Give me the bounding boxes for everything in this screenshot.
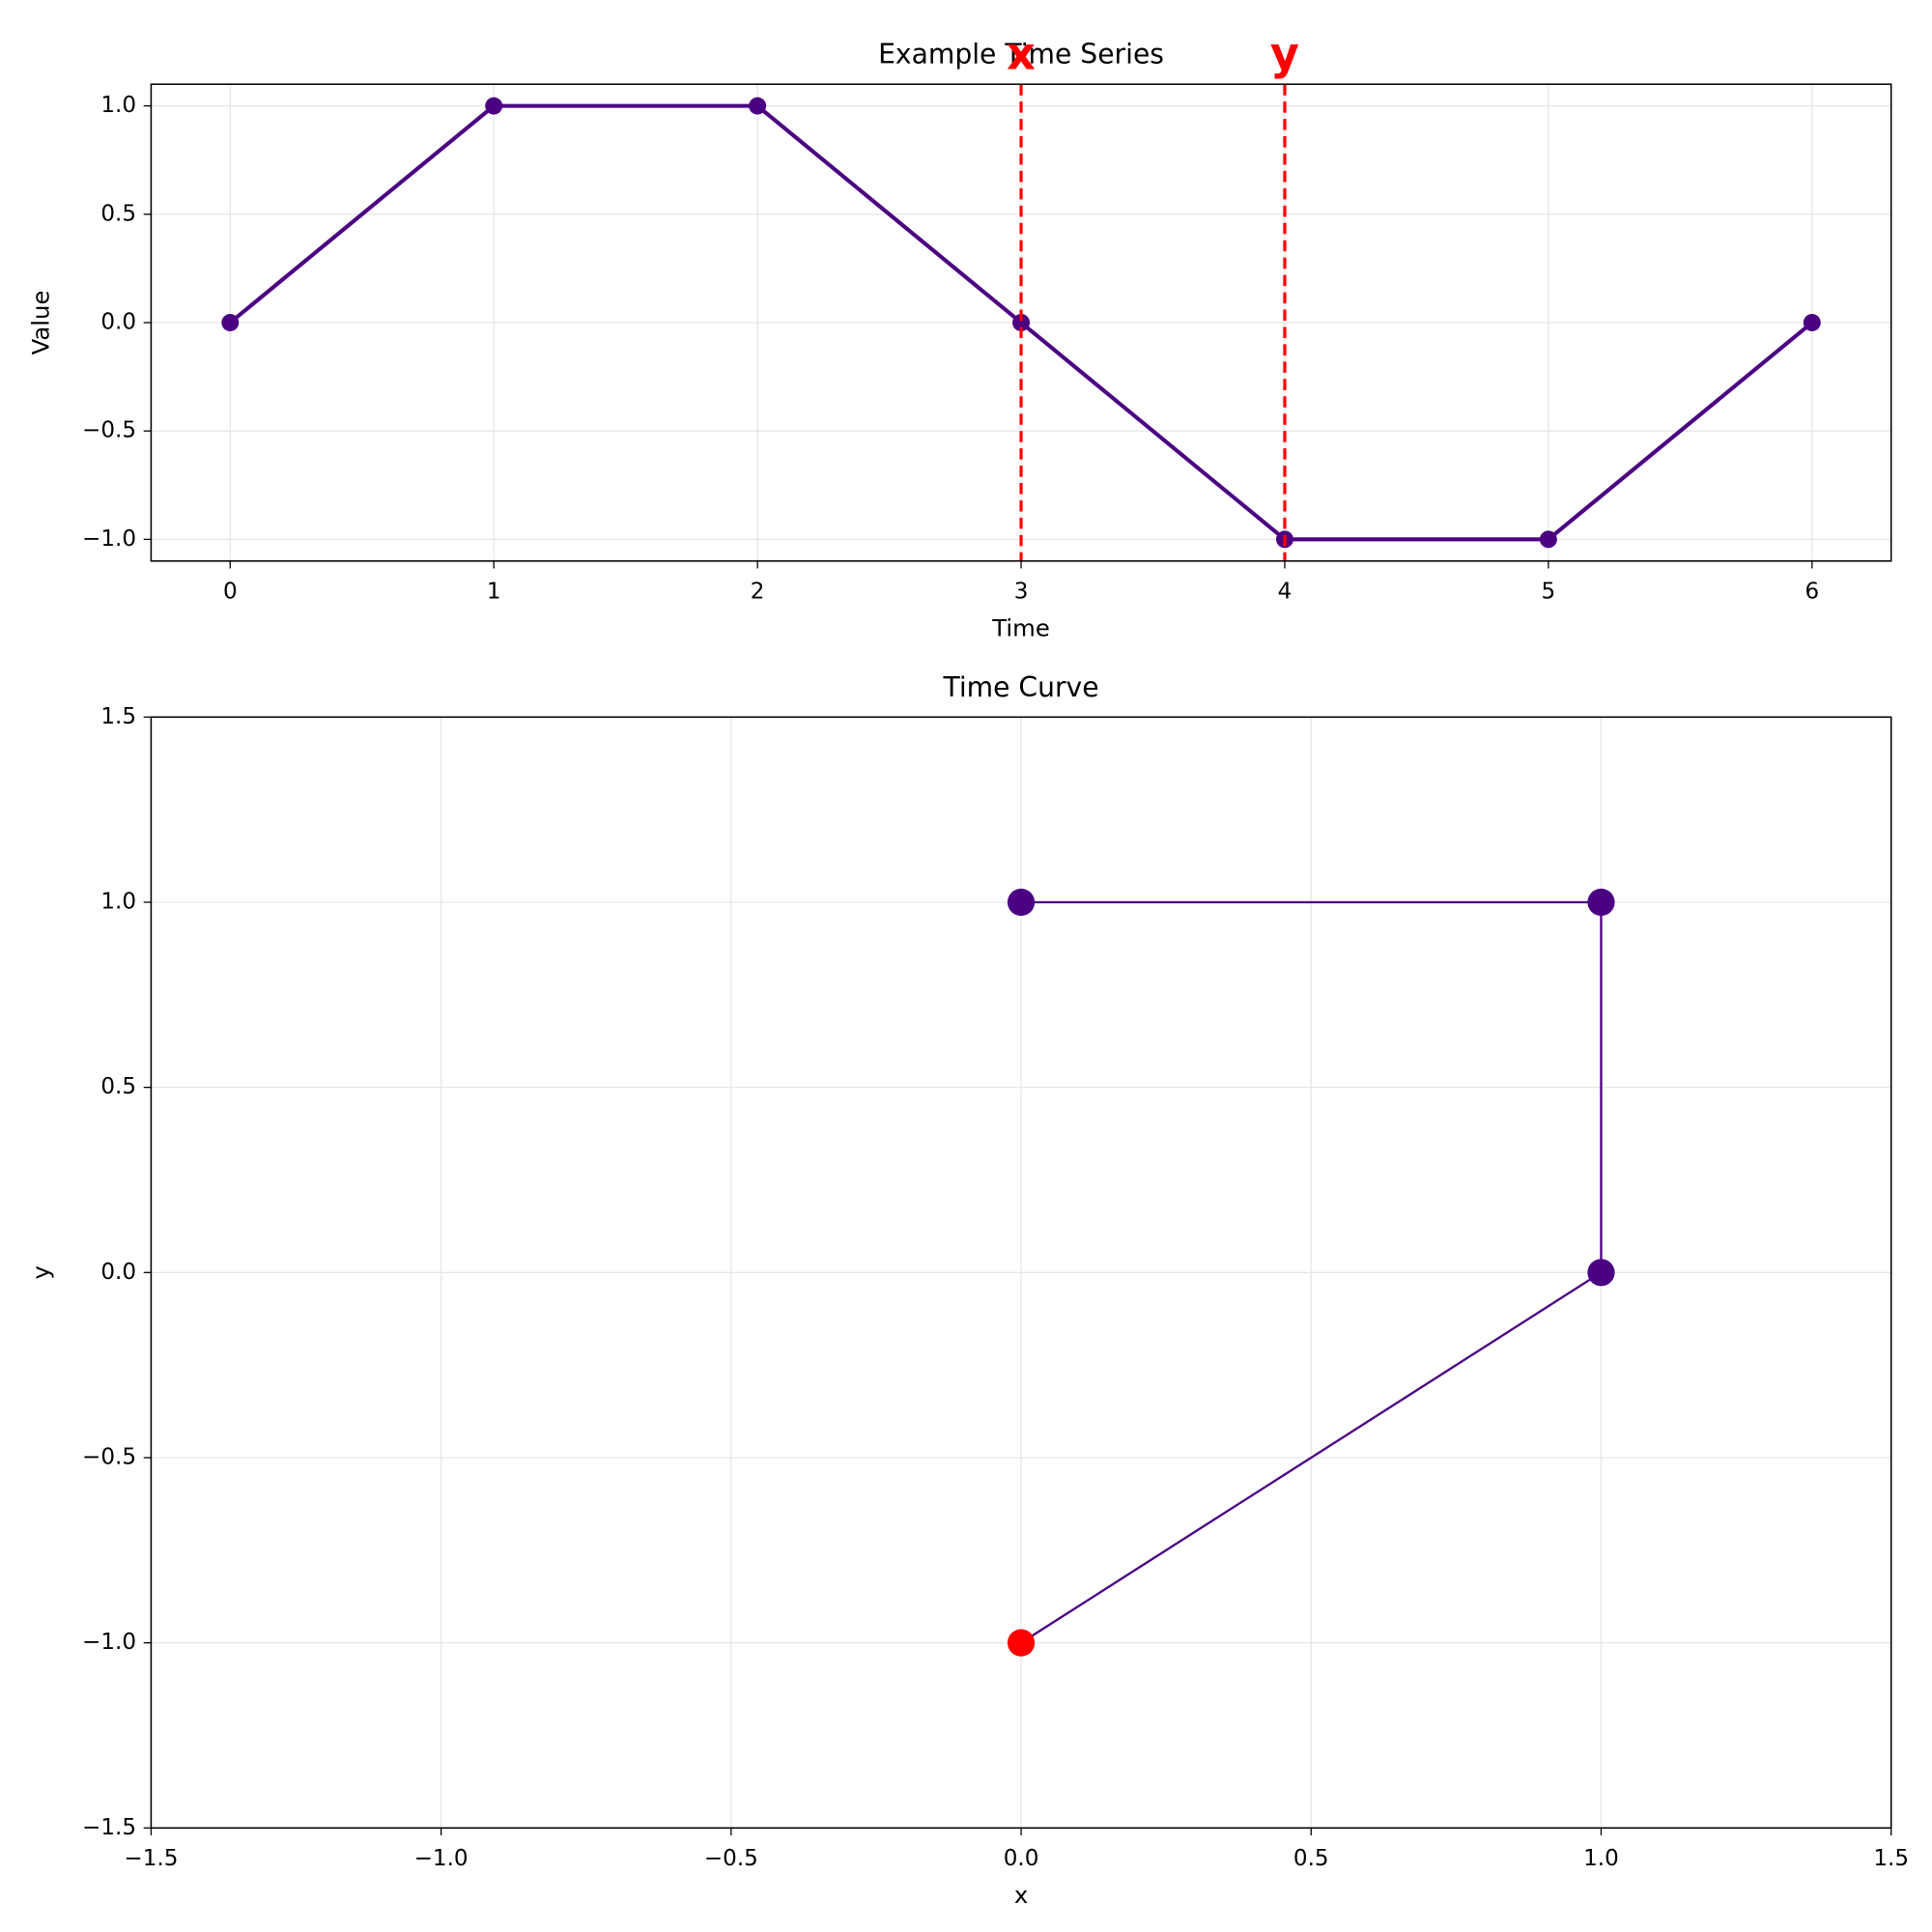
x-tick-label: 6 <box>1804 579 1819 604</box>
y-tick-label: 1.0 <box>100 889 136 914</box>
y-tick-label: −1.0 <box>82 526 136 552</box>
x-axis-label: Time <box>991 613 1050 641</box>
x-tick-label: 3 <box>1014 579 1029 604</box>
point <box>1007 1629 1036 1657</box>
chart-title: Example Time Series <box>878 39 1164 71</box>
point <box>1539 530 1557 549</box>
x-tick-label: 1.5 <box>1873 1846 1909 1871</box>
y-tick-label: −1.5 <box>82 1815 136 1840</box>
point <box>485 97 503 115</box>
x-tick-label: 0 <box>223 579 238 604</box>
x-tick-label: −1.0 <box>414 1846 469 1871</box>
point <box>1012 314 1031 331</box>
y-tick-label: −1.0 <box>82 1630 136 1655</box>
x-tick-label: −0.5 <box>704 1846 758 1871</box>
y-tick-label: 0.0 <box>100 309 136 334</box>
x-tick-label: 1 <box>487 579 501 604</box>
y-tick-label: 1.0 <box>100 93 136 118</box>
point <box>221 314 240 331</box>
y-tick-label: 0.5 <box>100 1074 136 1099</box>
y-tick-label: 0.5 <box>100 201 136 226</box>
point <box>1007 888 1036 917</box>
plot-frame <box>150 83 1892 562</box>
x-tick-label: 5 <box>1542 579 1556 604</box>
x-tick-label: 1.0 <box>1583 1846 1619 1871</box>
plot-frame <box>150 716 1892 1830</box>
point <box>1587 1259 1615 1287</box>
line <box>1020 900 1603 1644</box>
x-tick-label: 0.0 <box>1004 1846 1039 1871</box>
point <box>1803 314 1821 331</box>
x-tick-label: −1.5 <box>124 1846 178 1871</box>
y-axis-label: Value <box>27 291 55 355</box>
y-tick-label: 1.5 <box>100 704 136 729</box>
y-axis-label: y <box>27 1265 55 1279</box>
chart-title: Time Curve <box>942 671 1098 703</box>
marker-label: y <box>1270 27 1299 79</box>
point <box>1587 888 1615 917</box>
y-tick-label: 0.0 <box>100 1260 136 1285</box>
y-tick-label: −0.5 <box>82 418 136 443</box>
marker-label: x <box>1007 27 1036 79</box>
point <box>749 97 767 115</box>
x-tick-label: 4 <box>1278 579 1293 604</box>
x-tick-label: 2 <box>751 579 765 604</box>
y-tick-label: −0.5 <box>82 1444 136 1469</box>
x-tick-label: 0.5 <box>1293 1846 1329 1871</box>
x-axis-label: x <box>1014 1881 1028 1909</box>
